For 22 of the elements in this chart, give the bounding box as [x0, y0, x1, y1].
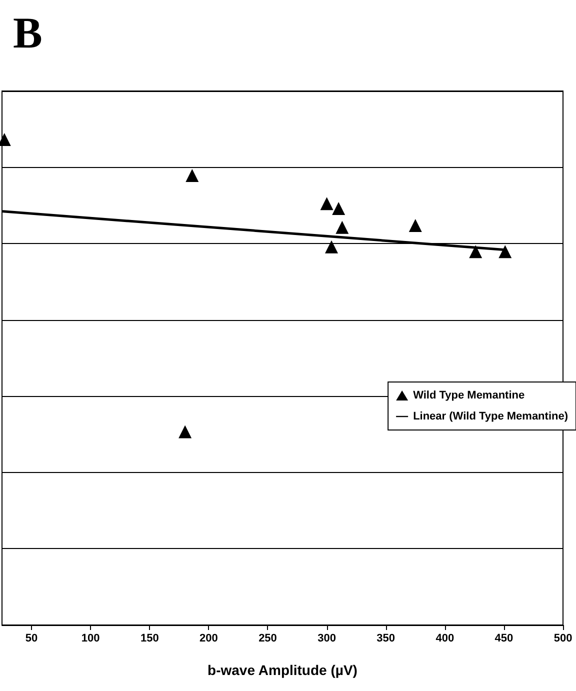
- x-tick-label: 500: [554, 632, 572, 644]
- legend-label: Wild Type Memantine: [413, 390, 525, 402]
- x-tick-label: 150: [140, 632, 159, 644]
- x-tick-label: 50: [25, 632, 38, 644]
- x-tick-label: 450: [494, 632, 514, 644]
- point: [332, 202, 346, 215]
- legend-label: Linear (Wild Type Memantine): [413, 410, 568, 422]
- x-tick-label: 400: [436, 632, 454, 644]
- point: [325, 240, 338, 254]
- point: [178, 425, 192, 438]
- point: [320, 197, 334, 210]
- x-tick-label: 100: [81, 632, 100, 644]
- point: [336, 220, 349, 234]
- point: [498, 245, 512, 258]
- point: [408, 218, 422, 232]
- x-axis-title: b-wave Amplitude (µV): [208, 662, 358, 678]
- x-tick-label: 200: [200, 632, 218, 644]
- point: [186, 168, 199, 182]
- x-tick-label: 300: [318, 632, 336, 644]
- chart-title: B: [13, 8, 42, 58]
- x-tick-label: 350: [376, 632, 396, 644]
- x-tick-label: 250: [258, 632, 277, 644]
